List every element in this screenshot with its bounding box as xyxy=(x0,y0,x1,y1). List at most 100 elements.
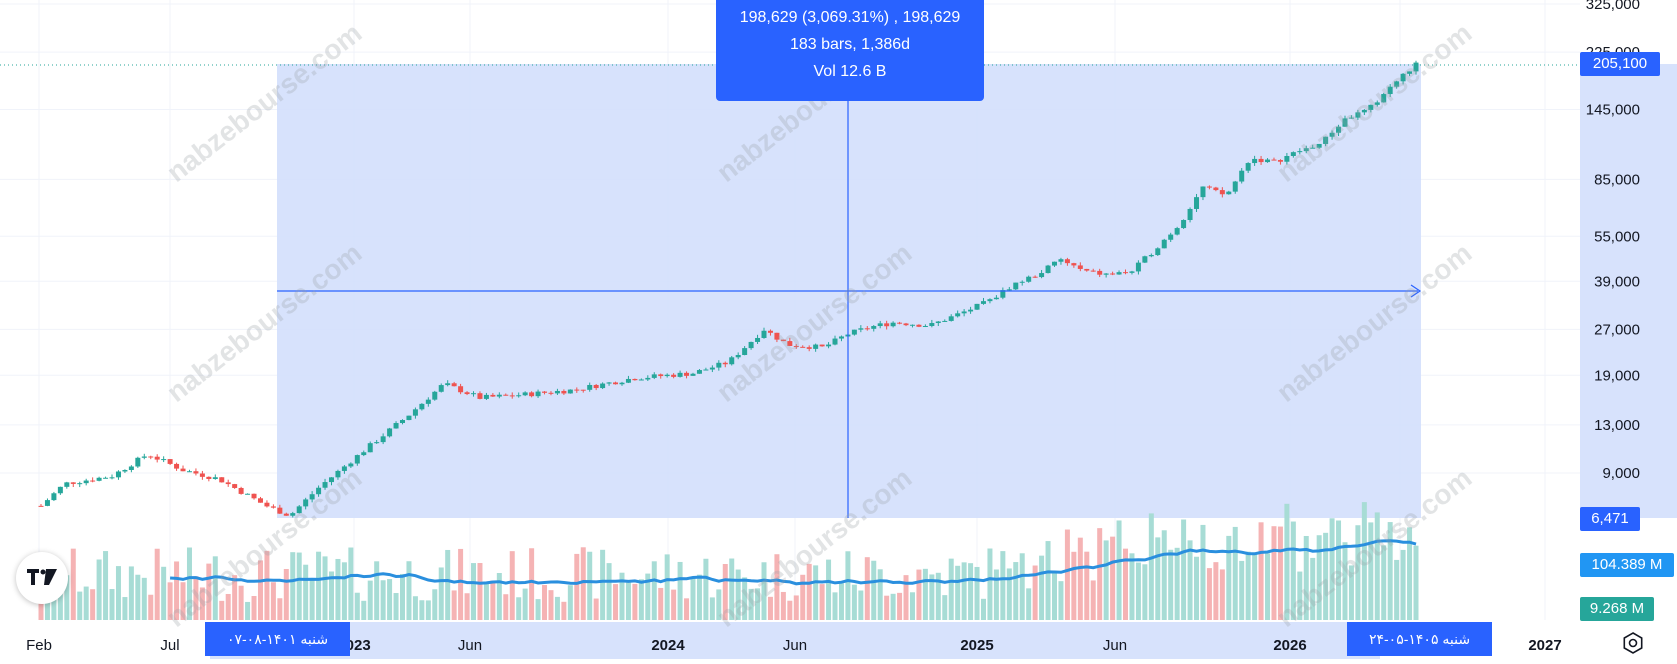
measure-tooltip: 198,629 (3,069.31%) , 198,629 183 bars, … xyxy=(716,0,984,101)
candle-body xyxy=(290,513,296,516)
candle-body xyxy=(987,299,993,302)
tradingview-logo-icon[interactable] xyxy=(16,552,68,604)
volume-bar xyxy=(167,582,173,620)
tooltip-volume: Vol 12.6 B xyxy=(813,63,887,80)
candle-body xyxy=(671,374,677,377)
volume-bar xyxy=(1194,556,1200,620)
candle-body xyxy=(283,513,289,516)
volume-last-tag: 9.268 M xyxy=(1580,597,1654,621)
candle-body xyxy=(1148,255,1154,257)
volume-bar xyxy=(942,595,948,620)
volume-bar xyxy=(651,561,657,620)
volume-bar xyxy=(490,580,496,620)
candle-body xyxy=(309,494,315,500)
candle-body xyxy=(1387,86,1393,95)
candle-body xyxy=(1116,272,1122,275)
candle-body xyxy=(219,477,225,483)
candle-body xyxy=(929,323,935,327)
volume-bar xyxy=(561,601,567,620)
volume-bar xyxy=(1265,553,1271,620)
last-price-tag: 205,100 xyxy=(1580,52,1660,76)
candle-body xyxy=(148,456,154,458)
volume-bar xyxy=(406,561,412,620)
candle-body xyxy=(90,480,96,482)
candle-body xyxy=(709,367,715,370)
candle-body xyxy=(341,466,347,471)
candle-body xyxy=(1336,126,1342,133)
candle-body xyxy=(748,341,754,349)
y-tick-label: 85,000 xyxy=(1594,171,1640,188)
volume-bar xyxy=(322,556,328,620)
settings-gear-icon[interactable] xyxy=(1622,632,1644,654)
volume-bar xyxy=(980,598,986,620)
volume-bar xyxy=(864,557,870,620)
volume-bar xyxy=(690,577,696,620)
candle-body xyxy=(167,459,173,464)
candle-body xyxy=(1368,104,1374,110)
candle-body xyxy=(948,316,954,321)
volume-bar xyxy=(316,551,322,620)
candle-body xyxy=(57,486,63,494)
candle-body xyxy=(354,455,360,464)
volume-bar xyxy=(341,562,347,620)
x-tick-label: 2025 xyxy=(960,637,993,654)
candle-body xyxy=(374,442,380,444)
candle-body xyxy=(567,389,573,394)
volume-bar xyxy=(1271,526,1277,620)
volume-bar xyxy=(335,558,341,620)
candle-body xyxy=(890,322,896,327)
candle-body xyxy=(232,484,238,488)
candle-body xyxy=(264,502,270,507)
tooltip-change: 198,629 (3,069.31%) , 198,629 xyxy=(739,9,961,26)
candle-body xyxy=(380,436,386,443)
candle-body xyxy=(909,324,915,326)
volume-bar xyxy=(1090,580,1096,620)
volume-bar xyxy=(722,564,728,620)
volume-bar xyxy=(922,568,928,620)
volume-bar xyxy=(419,600,425,620)
volume-bar xyxy=(393,593,399,620)
volume-bar xyxy=(1336,520,1342,620)
volume-bar xyxy=(148,594,154,620)
volume-bar xyxy=(1258,522,1264,620)
volume-bar xyxy=(955,565,961,620)
candle-body xyxy=(1058,259,1064,262)
volume-bar xyxy=(296,552,302,620)
volume-bar xyxy=(161,566,167,620)
volume-bar xyxy=(535,599,541,620)
volume-bar xyxy=(587,551,593,620)
volume-bar xyxy=(348,547,354,620)
candle-body xyxy=(367,443,373,453)
y-tick-label: 39,000 xyxy=(1594,273,1640,290)
candle-body xyxy=(1039,273,1045,278)
candle-body xyxy=(696,370,702,374)
volume-bar xyxy=(625,582,631,620)
candle-body xyxy=(464,392,470,395)
candle-body xyxy=(813,344,819,349)
volume-bar xyxy=(1284,503,1290,620)
volume-bar xyxy=(219,600,225,620)
candle-body xyxy=(1381,94,1387,103)
volume-bar xyxy=(90,589,96,620)
volume-bar xyxy=(400,573,406,620)
volume-bar xyxy=(1316,535,1322,620)
volume-bar xyxy=(464,593,470,620)
volume-bar xyxy=(1297,571,1303,620)
candle-body xyxy=(690,373,696,376)
candle-body xyxy=(212,477,218,479)
candle-body xyxy=(1194,197,1200,209)
volume-bar xyxy=(806,563,812,620)
candle-body xyxy=(677,372,683,377)
volume-bar xyxy=(1058,581,1064,620)
candle-body xyxy=(787,341,793,346)
x-tick-label: Jun xyxy=(783,637,807,654)
volume-bar xyxy=(270,582,276,620)
candle-body xyxy=(1142,256,1148,263)
volume-bar xyxy=(684,598,690,620)
volume-bar xyxy=(1368,522,1374,620)
candle-body xyxy=(225,482,231,485)
candle-body xyxy=(593,384,599,389)
volume-bar xyxy=(574,553,580,620)
volume-bar xyxy=(968,563,974,620)
